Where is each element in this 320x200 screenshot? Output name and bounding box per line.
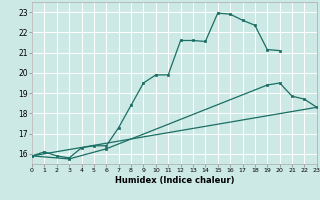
X-axis label: Humidex (Indice chaleur): Humidex (Indice chaleur) — [115, 176, 234, 185]
